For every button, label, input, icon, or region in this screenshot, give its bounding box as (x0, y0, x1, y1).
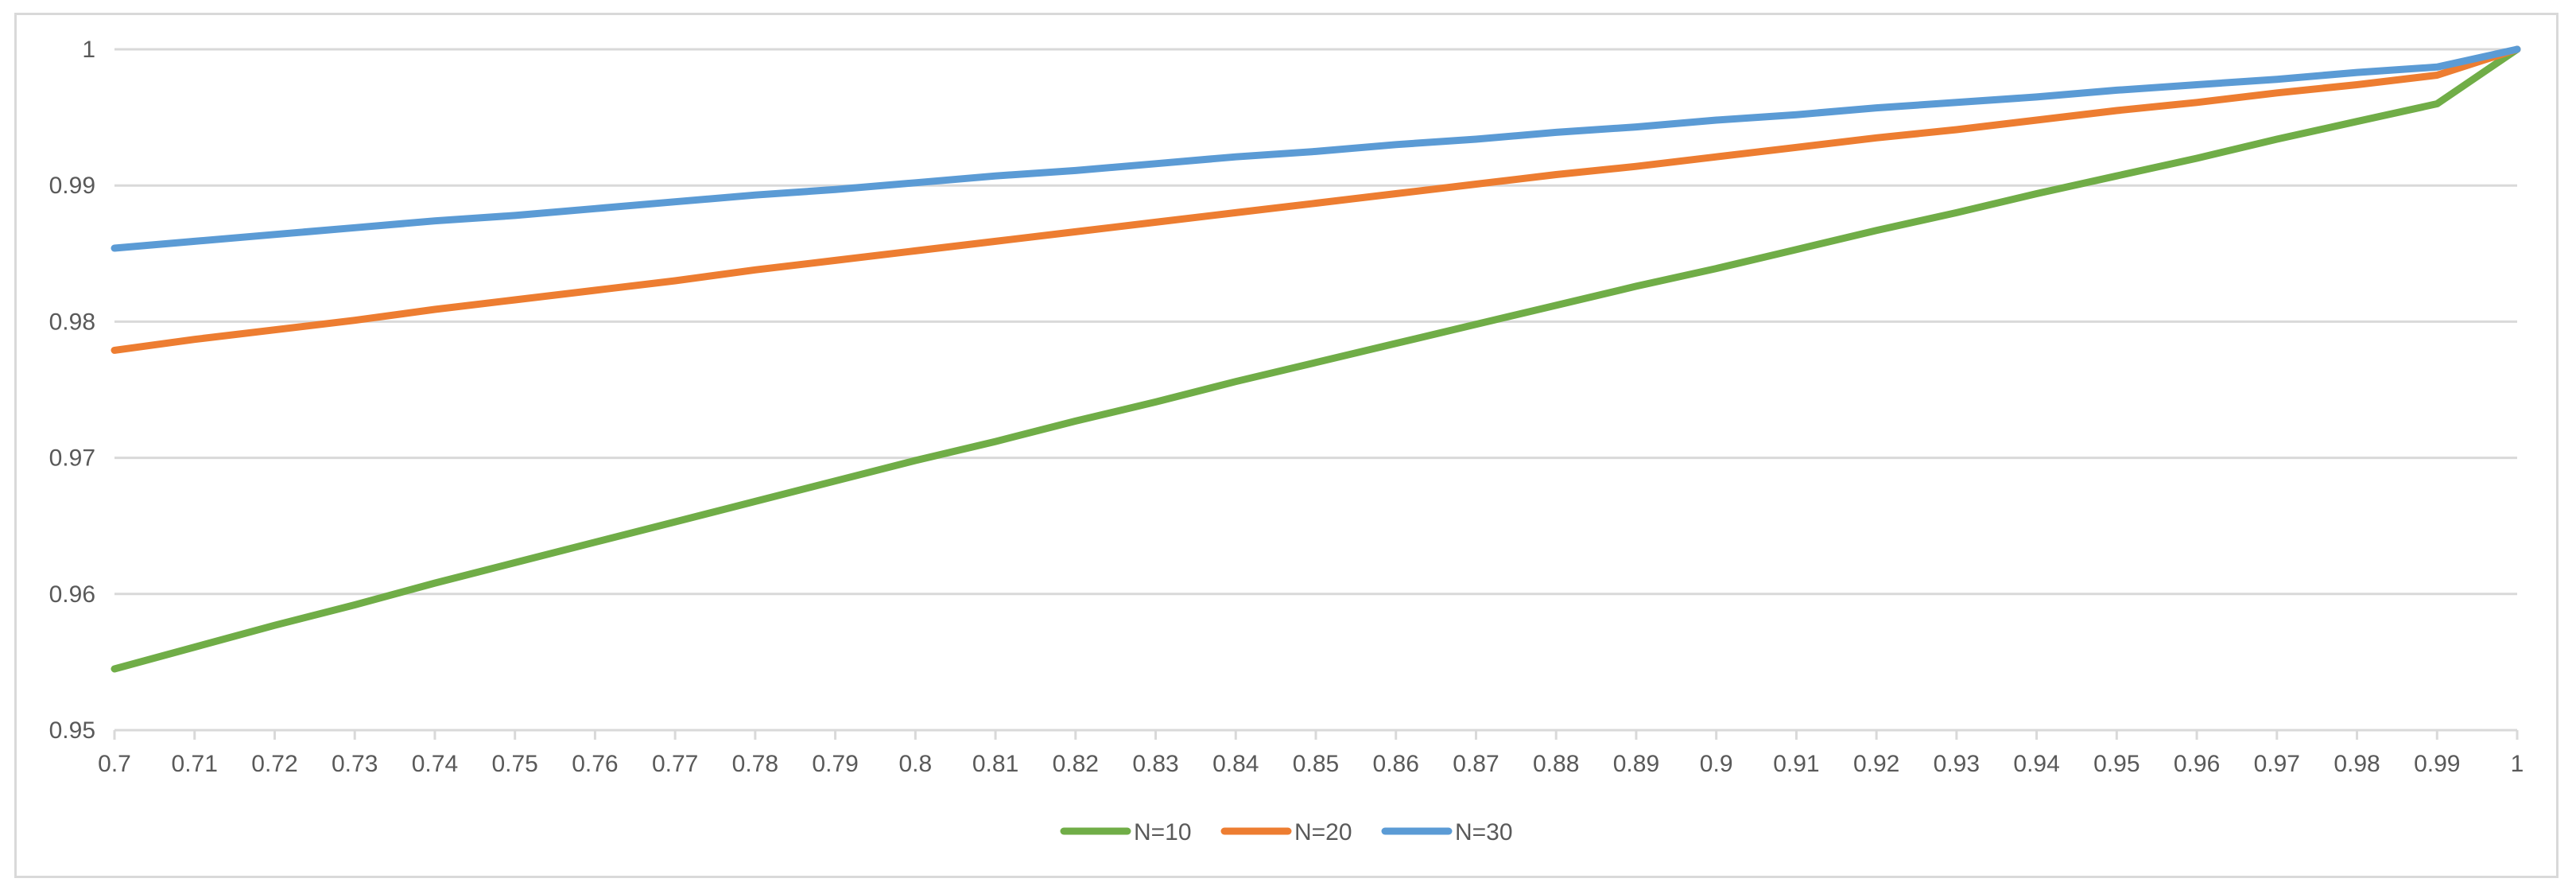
x-tick-label: 0.74 (412, 751, 458, 777)
x-tick-label: 0.98 (2334, 751, 2380, 777)
legend: N=10 N=20 N=30 (1060, 819, 1513, 845)
series-line-n-20 (111, 45, 2521, 354)
x-tick-label: 0.79 (812, 751, 858, 777)
x-tick-label: 0.85 (1293, 751, 1339, 777)
x-tick-label: 0.71 (172, 751, 218, 777)
axes (113, 729, 2519, 740)
x-tick-label: 0.9 (1700, 751, 1733, 777)
x-tick-label: 0.92 (1853, 751, 1899, 777)
x-tick-label: 0.81 (972, 751, 1018, 777)
x-tick-label: 0.96 (2174, 751, 2220, 777)
gridlines (114, 48, 2517, 596)
x-tick-label: 0.73 (332, 751, 378, 777)
y-tick-label: 0.99 (49, 173, 95, 199)
x-tick-label: 0.8 (898, 751, 932, 777)
x-tick-label: 0.7 (98, 751, 131, 777)
x-tick-label: 0.91 (1773, 751, 1819, 777)
x-tick-label: 0.84 (1212, 751, 1259, 777)
x-tick-label: 0.88 (1533, 751, 1579, 777)
x-tick-label: 0.97 (2254, 751, 2300, 777)
x-tick-label: 0.95 (2093, 751, 2140, 777)
x-tick-label: 0.75 (491, 751, 537, 777)
x-tick-label: 0.86 (1373, 751, 1419, 777)
series-line-n-10 (111, 45, 2521, 673)
y-tick-label: 0.97 (49, 445, 95, 472)
y-tick-label: 0.96 (49, 581, 95, 608)
y-tick-label: 1 (82, 37, 95, 63)
legend-label: N=10 (1134, 819, 1192, 845)
x-tick-label: 0.83 (1132, 751, 1178, 777)
x-tick-label: 0.99 (2414, 751, 2460, 777)
series-line-n-30 (111, 45, 2521, 252)
x-tick-label: 1 (2511, 751, 2524, 777)
x-tick-label: 0.93 (1934, 751, 1980, 777)
legend-label: N=20 (1294, 819, 1352, 845)
y-tick-label: 0.95 (49, 717, 95, 744)
y-tick-label: 0.98 (49, 309, 95, 335)
x-tick-label: 0.89 (1613, 751, 1659, 777)
x-axis-tick-labels: 0.7 0.71 0.72 0.73 0.74 0.75 0.76 0.77 0.78 0.79 0… (98, 751, 2524, 777)
x-tick-label: 0.87 (1453, 751, 1499, 777)
x-tick-label: 0.94 (2013, 751, 2059, 777)
x-tick-label: 0.76 (572, 751, 618, 777)
legend-label: N=30 (1455, 819, 1513, 845)
x-tick-label: 0.77 (652, 751, 698, 777)
x-tick-label: 0.78 (732, 751, 778, 777)
y-axis-tick-labels: 0.95 0.96 0.97 0.98 0.99 1 (49, 37, 95, 744)
x-tick-label: 0.72 (251, 751, 297, 777)
series-lines (111, 45, 2521, 673)
x-tick-label: 0.82 (1053, 751, 1099, 777)
